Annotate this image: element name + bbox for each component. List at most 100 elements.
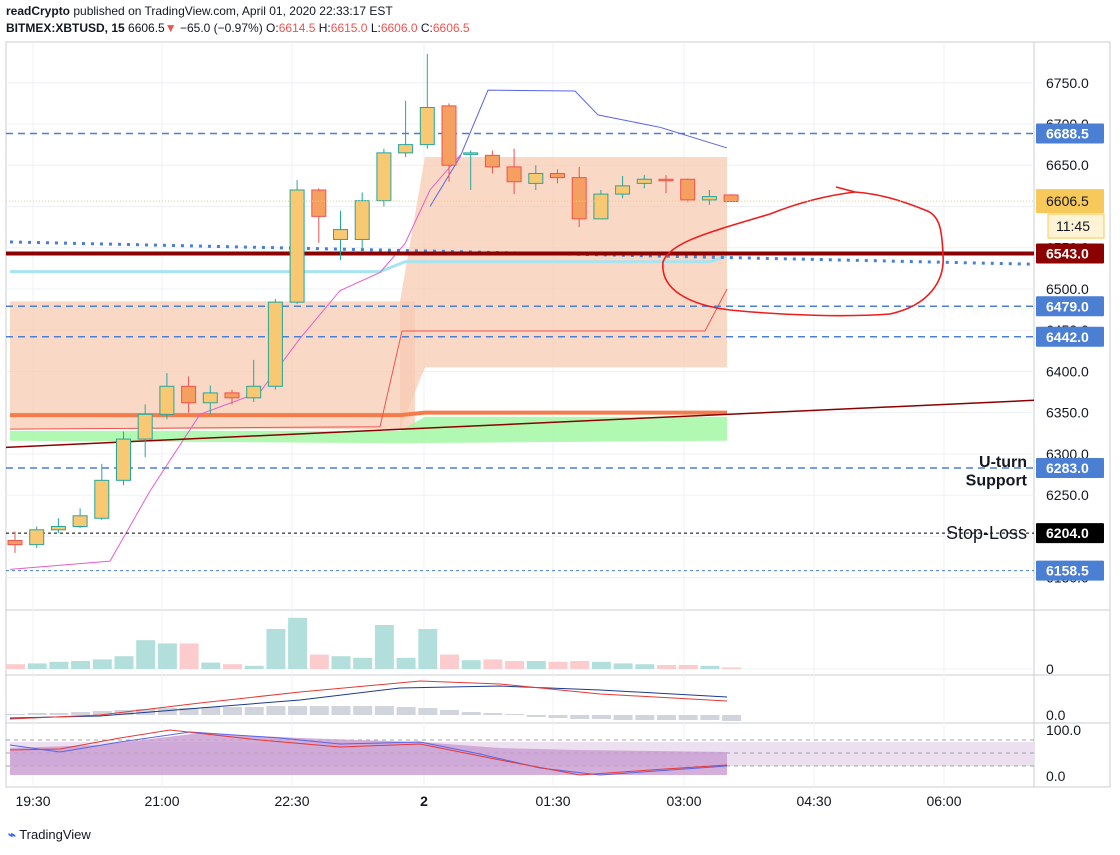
volume-bar xyxy=(678,665,698,669)
y-tick-label: 6400.0 xyxy=(1046,363,1089,379)
x-tick-label: 21:00 xyxy=(144,793,179,809)
blue-curve xyxy=(429,89,728,207)
volume-bar xyxy=(635,664,655,669)
high-label: H: xyxy=(318,21,331,35)
volume-bar xyxy=(461,660,481,669)
level-label: 6204.0 xyxy=(1046,525,1089,541)
candle-body xyxy=(137,413,153,440)
high-value: 6615.0 xyxy=(330,21,368,35)
candle-body xyxy=(311,189,327,217)
x-tick-label: 03:00 xyxy=(666,793,701,809)
candle-body xyxy=(94,479,110,519)
volume-zero-label: 0 xyxy=(1046,661,1054,677)
volume-bar xyxy=(396,657,416,669)
stop-loss-label: Stop-Loss xyxy=(946,523,1027,543)
y-tick-label: 6300.0 xyxy=(1046,446,1089,462)
candle-body xyxy=(72,515,88,528)
publish-text: published on TradingView.com, April 01, … xyxy=(73,4,393,18)
volume-bar xyxy=(483,659,503,669)
open-label: O: xyxy=(266,21,279,35)
red-step-line xyxy=(9,288,728,430)
price-change: −65.0 (−0.97%) xyxy=(179,21,263,35)
level-label-box xyxy=(1036,523,1104,544)
publisher-name: readCrypto xyxy=(6,4,71,18)
volume-bar xyxy=(722,667,742,669)
pink-curve xyxy=(9,155,461,570)
zone-lower-shade xyxy=(10,301,415,430)
x-tick-label: 04:30 xyxy=(796,793,831,809)
volume-bar xyxy=(309,654,329,669)
candle-body xyxy=(333,229,348,240)
candle-body xyxy=(419,107,435,146)
y-tick-label: 6650.0 xyxy=(1046,157,1089,173)
volume-bar xyxy=(505,661,525,669)
rsi-line xyxy=(9,731,728,776)
candle-body xyxy=(224,392,240,399)
macd-histogram-bar xyxy=(179,708,199,715)
volume-bar xyxy=(6,664,25,669)
macd-signal-line xyxy=(9,680,728,720)
candle-body xyxy=(441,105,457,166)
macd-histogram-bar xyxy=(548,715,568,718)
volume-bar xyxy=(71,661,91,669)
candle-body xyxy=(246,385,262,399)
candle-body xyxy=(571,177,587,220)
rsi-bottom-label: 0.0 xyxy=(1046,768,1066,784)
footer-brand-text: TradingView xyxy=(19,827,91,842)
macd-histogram-bar xyxy=(331,706,351,715)
macd-histogram-bar xyxy=(309,706,329,715)
macd-histogram-bar xyxy=(570,715,590,719)
zone-green-shade xyxy=(10,416,727,444)
x-tick-label: 01:30 xyxy=(535,793,570,809)
rising-trend-line xyxy=(5,399,1035,449)
macd-histogram-bar xyxy=(27,713,47,715)
volume-bar xyxy=(613,663,633,669)
volume-bar xyxy=(570,661,590,669)
footer-brand: ⌁ TradingView xyxy=(8,827,91,843)
candle-body xyxy=(159,385,175,415)
level-label: 6688.5 xyxy=(1046,125,1089,141)
countdown-box xyxy=(1047,213,1105,239)
macd-histogram-bar xyxy=(92,711,112,715)
candle-body xyxy=(593,193,609,220)
macd-histogram-bar xyxy=(678,715,698,720)
volume-bar xyxy=(440,654,459,669)
y-tick-label: 6350.0 xyxy=(1046,405,1089,421)
macd-histogram-bar xyxy=(635,715,655,720)
x-tick-label: 06:00 xyxy=(926,793,961,809)
zone-upper-shade xyxy=(400,156,727,430)
macd-histogram-bar xyxy=(244,707,264,715)
macd-histogram-bar xyxy=(157,708,177,715)
last-price-box xyxy=(1036,189,1104,214)
symbol-info: BITMEX:XBTUSD, 15 6606.5▼ −65.0 (−0.97%)… xyxy=(6,21,470,35)
volume-bar xyxy=(548,661,568,669)
candle-body xyxy=(7,540,23,546)
down-arrow-icon: ▼ xyxy=(164,21,177,35)
candle-body xyxy=(181,385,197,404)
candle-body xyxy=(680,178,696,201)
macd-histogram-bar xyxy=(201,707,221,715)
candle-body xyxy=(289,189,305,303)
rsi-signal-line xyxy=(9,729,728,776)
volume-bar xyxy=(179,643,199,669)
volume-bar xyxy=(244,665,264,669)
low-label: L: xyxy=(370,21,381,35)
candle-body xyxy=(550,172,565,179)
volume-bar xyxy=(657,665,676,669)
candle-body xyxy=(267,301,283,387)
support-label: Support xyxy=(966,472,1028,489)
macd-histogram-bar xyxy=(266,706,286,715)
volume-bar xyxy=(700,665,720,669)
level-label-box xyxy=(1036,243,1104,264)
candle-body xyxy=(658,178,674,182)
hand-drawn-circle xyxy=(662,186,944,317)
macd-histogram-bar xyxy=(722,715,742,721)
close-value: 6606.5 xyxy=(432,21,470,35)
volume-bar xyxy=(331,656,351,669)
volume-bar xyxy=(92,659,112,669)
last-price-label: 6606.5 xyxy=(1046,193,1089,209)
candle-body xyxy=(354,200,370,240)
level-label-box xyxy=(1036,560,1104,581)
macd-histogram-bar xyxy=(6,714,25,715)
